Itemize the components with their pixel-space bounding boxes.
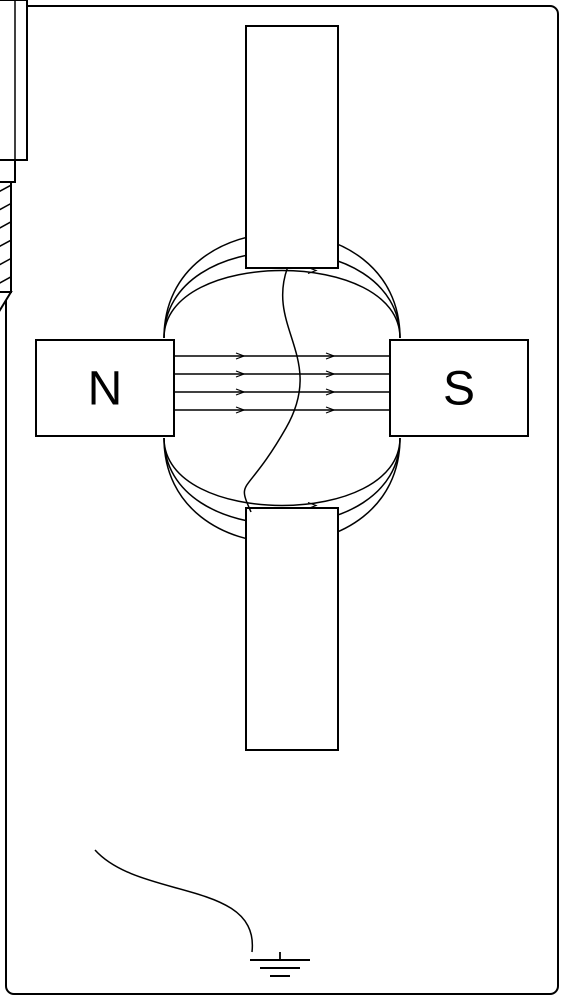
physics-diagram: NS [0, 0, 564, 1000]
bottom-block [246, 508, 338, 750]
top-block [246, 26, 338, 268]
bolt-shaft [0, 0, 27, 160]
wire-to-ground [95, 850, 252, 952]
bolt-neck [0, 160, 15, 182]
magnet-north-label: N [88, 363, 123, 416]
magnet-south-label: S [443, 363, 475, 416]
bolt-thread [0, 182, 11, 292]
field-line-outer-bottom [164, 438, 400, 506]
field-line-outer-top [164, 271, 400, 339]
bolt-assembly [0, 0, 27, 310]
wire-through-field [244, 268, 300, 512]
